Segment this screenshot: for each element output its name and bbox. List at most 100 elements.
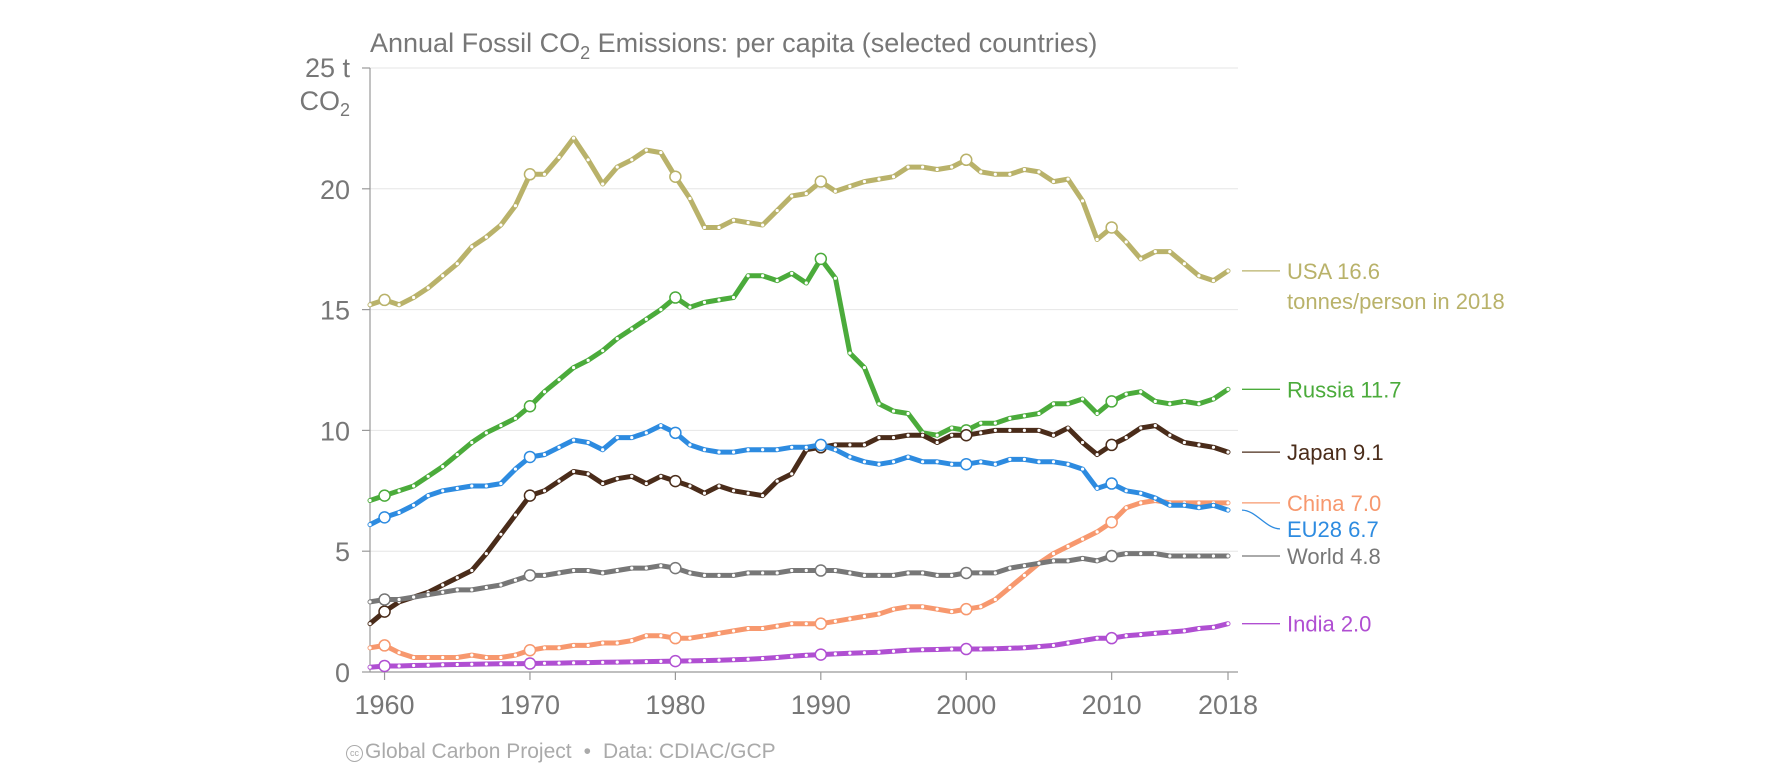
- data-point: [1182, 440, 1186, 445]
- data-point: [761, 571, 765, 575]
- data-point: [1022, 414, 1027, 418]
- data-point: [702, 300, 707, 304]
- data-point: [1182, 554, 1186, 558]
- data-point: [950, 462, 954, 466]
- data-point: [1008, 566, 1012, 570]
- data-point: [1022, 167, 1027, 172]
- data-point: [659, 474, 663, 478]
- data-point: [426, 474, 430, 478]
- data-point: [378, 489, 391, 502]
- x-tick-label: 2000: [936, 690, 996, 720]
- data-point: [877, 462, 881, 466]
- data-point: [1168, 503, 1172, 507]
- data-point: [523, 168, 537, 181]
- data-point: [1037, 411, 1041, 416]
- series-label-text: World 4.8: [1287, 544, 1381, 569]
- data-point: [1095, 559, 1099, 563]
- data-point: [470, 588, 474, 592]
- data-point: [1124, 552, 1128, 556]
- data-point: [1226, 508, 1230, 512]
- axes: 0 5 10 15 20 1960 1970 1980 1990 2000 2010 2018: [320, 67, 1258, 720]
- data-point: [441, 465, 445, 469]
- data-point: [1105, 438, 1118, 452]
- data-point: [1080, 440, 1085, 445]
- data-point: [1066, 426, 1070, 430]
- data-point: [499, 583, 503, 587]
- data-point: [688, 305, 692, 309]
- data-point: [906, 605, 910, 609]
- data-point: [775, 624, 779, 628]
- data-point: [717, 631, 721, 635]
- data-point: [935, 647, 939, 652]
- data-point: [848, 455, 852, 459]
- data-point: [412, 484, 416, 488]
- data-point: [1124, 489, 1128, 493]
- y-tick-label: 5: [335, 537, 350, 567]
- data-point: [1095, 530, 1099, 534]
- data-point: [717, 225, 721, 230]
- data-point: [484, 655, 488, 660]
- data-point: [601, 660, 605, 664]
- data-point: [499, 655, 503, 660]
- data-point: [1153, 250, 1157, 254]
- series-japan: [367, 423, 1231, 627]
- data-point: [688, 443, 692, 447]
- data-point: [484, 552, 488, 556]
- data-point: [891, 460, 896, 464]
- y-unit-label: 25 t: [305, 53, 351, 83]
- data-point: [1139, 552, 1143, 556]
- data-point: [601, 182, 605, 186]
- data-point: [542, 489, 547, 493]
- data-point: [1211, 554, 1216, 558]
- data-point: [862, 460, 867, 464]
- data-point: [950, 610, 954, 614]
- data-point: [397, 303, 401, 307]
- data-point: [761, 656, 765, 661]
- data-point: [615, 641, 619, 645]
- data-point: [688, 196, 692, 201]
- data-point: [630, 436, 634, 440]
- data-point: [833, 276, 837, 280]
- data-point: [746, 626, 750, 631]
- data-point: [959, 642, 973, 656]
- data-point: [1124, 634, 1128, 638]
- data-point: [630, 474, 634, 478]
- data-point: [1153, 496, 1157, 500]
- data-point: [979, 647, 983, 651]
- data-point: [669, 654, 682, 668]
- data-point: [1168, 433, 1172, 437]
- data-point: [644, 481, 648, 486]
- data-point: [935, 460, 939, 464]
- data-point: [1051, 402, 1056, 406]
- data-point: [891, 175, 896, 179]
- data-point: [470, 245, 474, 249]
- data-point: [586, 358, 590, 362]
- data-point: [775, 655, 779, 660]
- data-point: [630, 327, 634, 331]
- data-point: [921, 460, 925, 464]
- data-point: [717, 450, 721, 454]
- data-point: [891, 409, 896, 413]
- data-point: [571, 136, 576, 140]
- data-point: [499, 481, 503, 486]
- data-point: [775, 448, 779, 452]
- data-point: [455, 662, 459, 667]
- data-point: [702, 491, 707, 495]
- data-point: [877, 177, 881, 181]
- data-point: [368, 665, 372, 669]
- data-point: [669, 426, 682, 440]
- data-point: [761, 274, 765, 278]
- data-point: [1080, 638, 1085, 643]
- data-point: [1139, 632, 1143, 637]
- data-point: [1022, 428, 1027, 432]
- data-point: [426, 494, 430, 498]
- data-point: [979, 421, 983, 425]
- footer: cc Global Carbon Project • Data: CDIAC/GCP: [346, 740, 776, 764]
- data-point: [746, 448, 750, 452]
- data-point: [761, 448, 765, 452]
- data-point: [601, 448, 605, 452]
- series-label-text: India 2.0: [1287, 612, 1371, 637]
- data-point: [702, 448, 707, 452]
- data-point: [814, 648, 828, 661]
- footer-attribution: Global Carbon Project: [365, 740, 572, 763]
